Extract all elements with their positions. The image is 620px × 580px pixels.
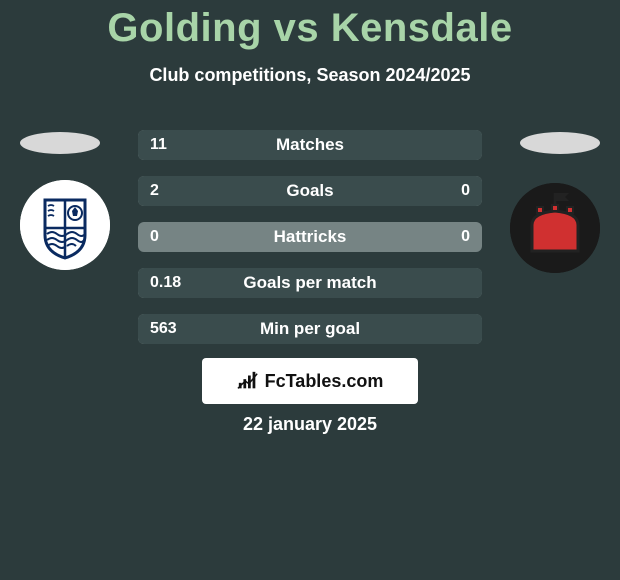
stat-row: 563Min per goal [138, 314, 482, 344]
stat-label: Goals per match [138, 268, 482, 298]
stat-label: Matches [138, 130, 482, 160]
stat-label: Hattricks [138, 222, 482, 252]
stat-value-right: 0 [461, 176, 470, 206]
page-title: Golding vs Kensdale [0, 6, 620, 51]
team-crest-right [510, 183, 600, 273]
team-crest-left [20, 180, 110, 270]
stat-label: Min per goal [138, 314, 482, 344]
source-logo-box: FcTables.com [202, 358, 418, 404]
player-right-silhouette [520, 132, 600, 154]
stat-row: 0Hattricks0 [138, 222, 482, 252]
stat-row: 2Goals0 [138, 176, 482, 206]
stat-label: Goals [138, 176, 482, 206]
comparison-card: Golding vs Kensdale Club competitions, S… [0, 6, 620, 580]
bar-chart-icon [237, 370, 259, 392]
stats-block: 11Matches2Goals00Hattricks00.18Goals per… [138, 130, 482, 360]
source-logo-text: FcTables.com [265, 371, 384, 392]
generated-date: 22 january 2025 [0, 414, 620, 435]
subtitle: Club competitions, Season 2024/2025 [0, 65, 620, 86]
stat-value-right: 0 [461, 222, 470, 252]
stat-row: 11Matches [138, 130, 482, 160]
player-left-silhouette [20, 132, 100, 154]
stat-row: 0.18Goals per match [138, 268, 482, 298]
